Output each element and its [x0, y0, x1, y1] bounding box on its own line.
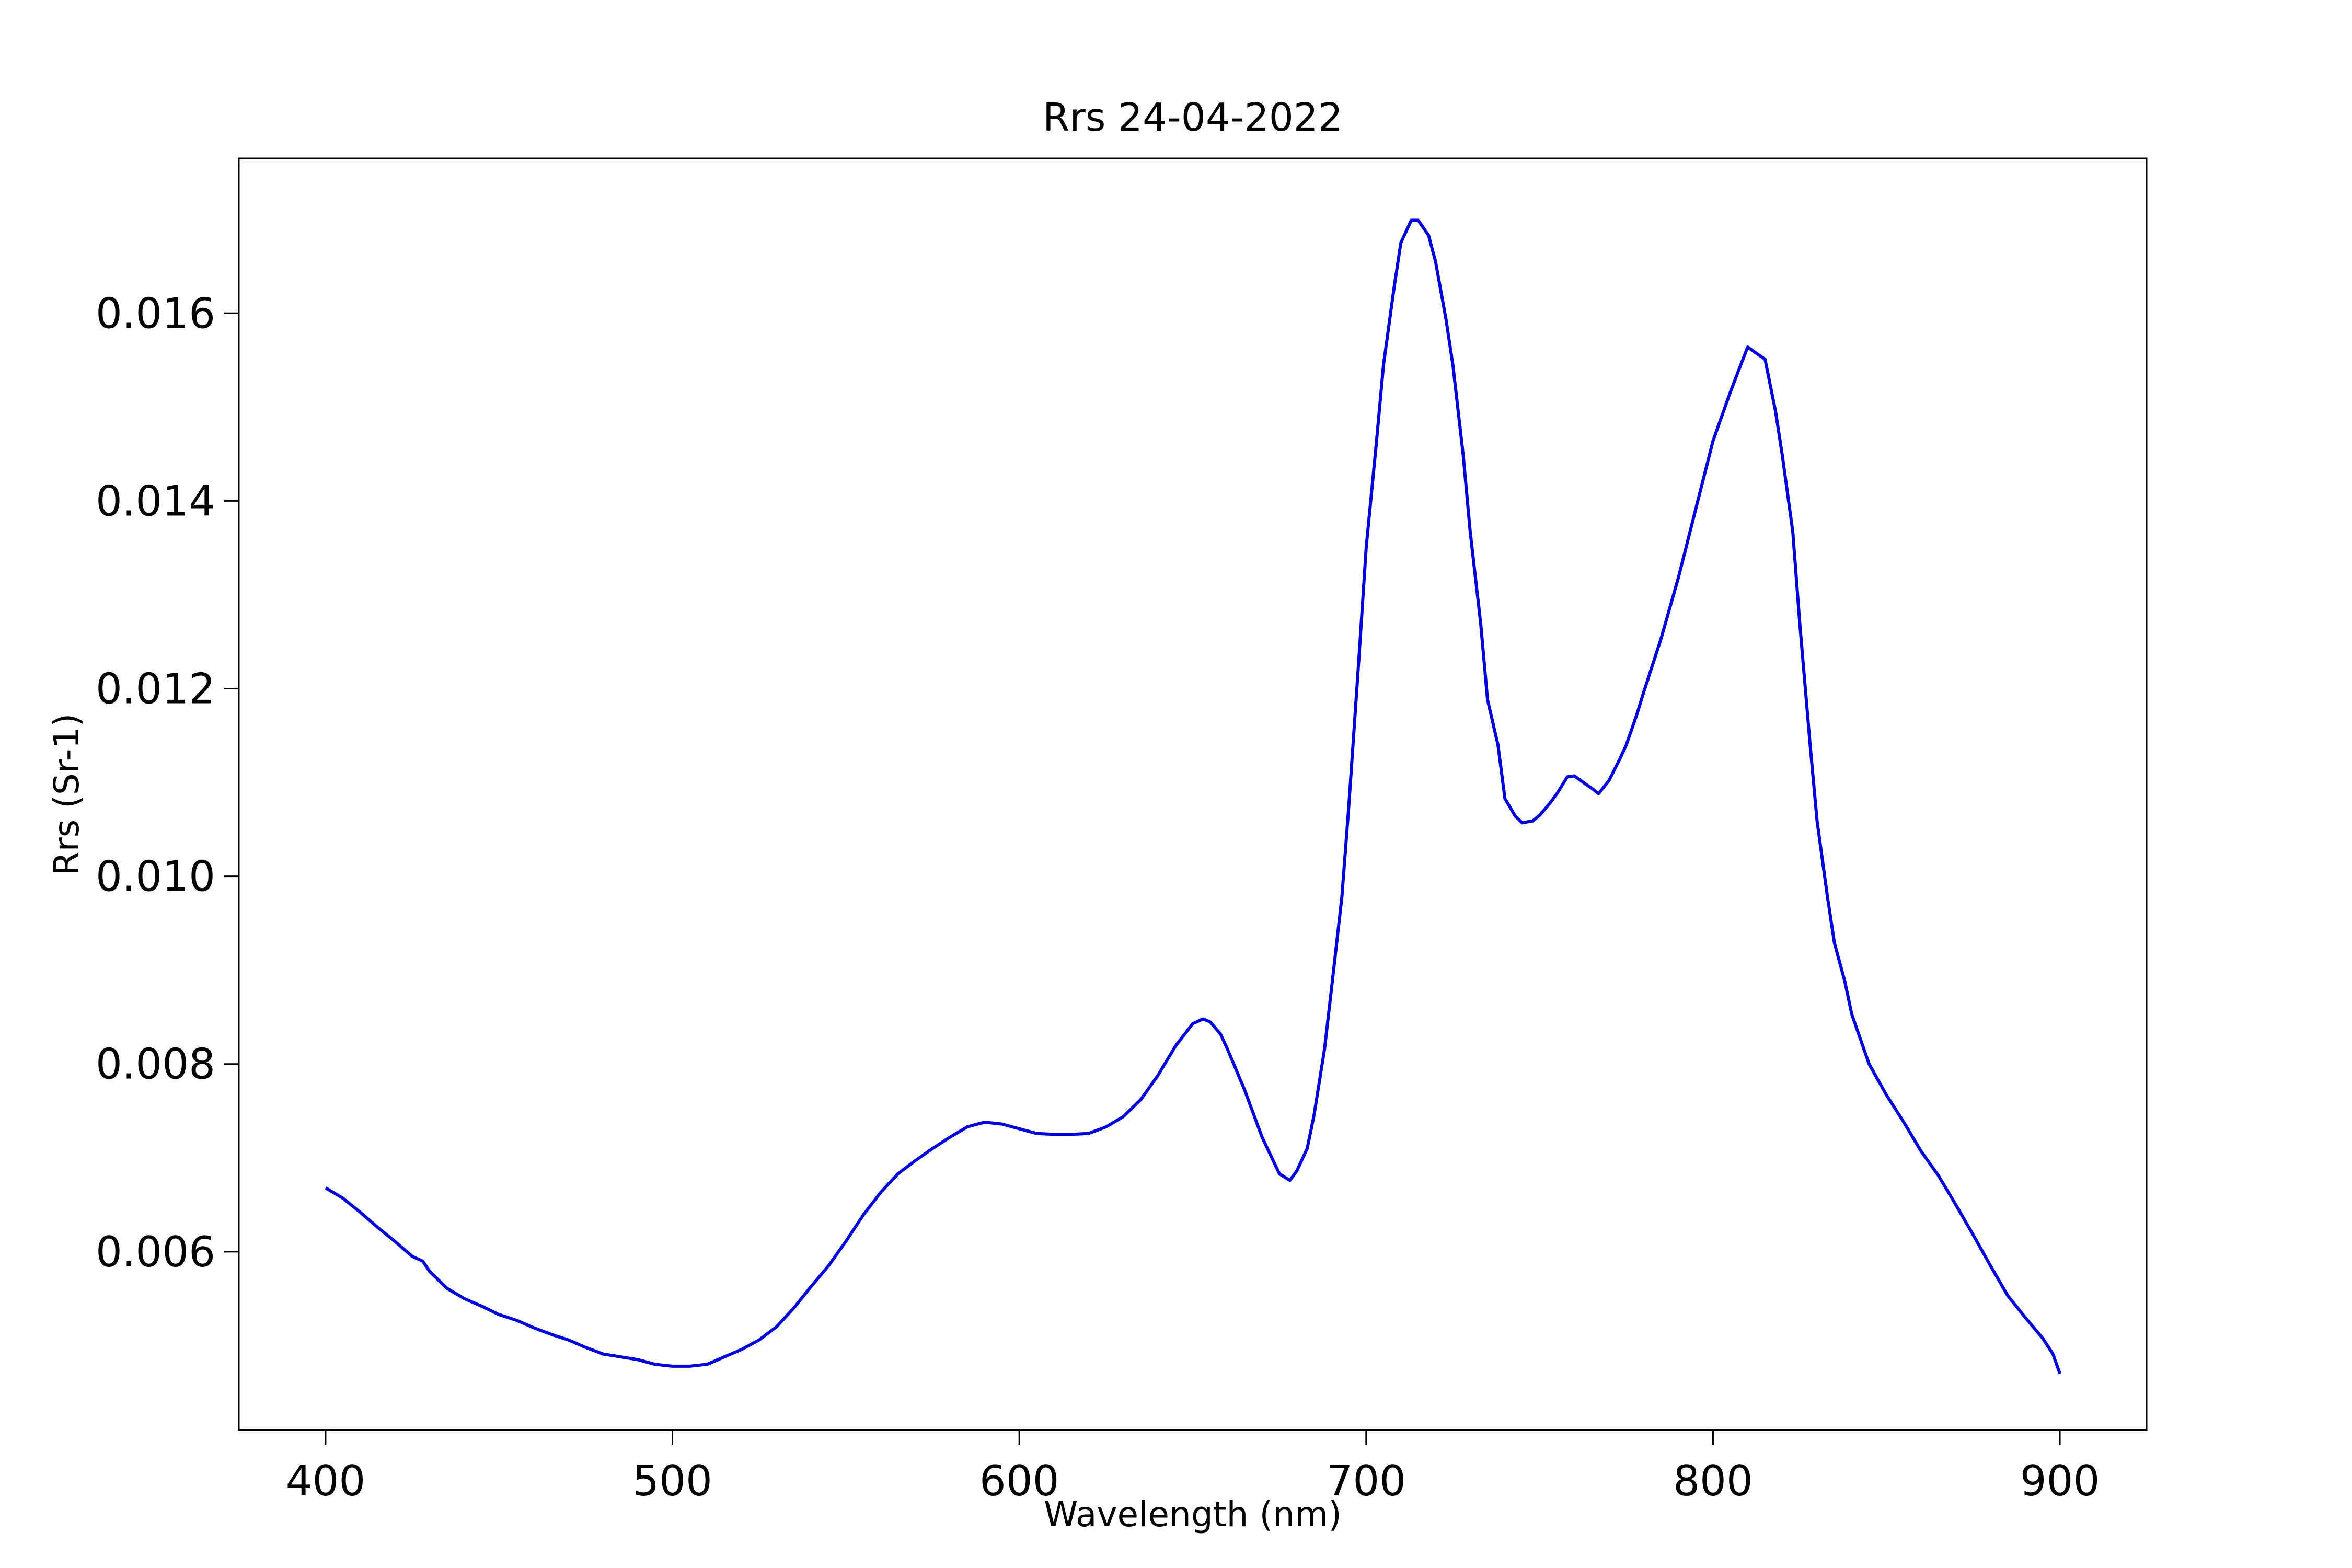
y-tick-label: 0.016: [96, 289, 215, 338]
y-tick-label: 0.010: [96, 852, 215, 901]
data-line: [325, 218, 2061, 1375]
x-tick-label: 500: [632, 1457, 712, 1505]
x-tick-label: 400: [286, 1457, 366, 1505]
x-tick-label: 900: [2020, 1457, 2100, 1505]
x-tick-label: 600: [979, 1457, 1059, 1505]
plot-frame: [238, 157, 2148, 1431]
x-tick-label: 700: [1326, 1457, 1406, 1505]
y-tick-label: 0.014: [96, 477, 215, 525]
y-tick-label: 0.006: [96, 1228, 215, 1276]
y-tick-label: 0.012: [96, 664, 215, 713]
x-axis-label: Wavelength (nm): [1044, 1494, 1342, 1535]
x-tick-label: 800: [1673, 1457, 1753, 1505]
y-axis-label: Rrs (Sr-1): [47, 713, 87, 875]
chart-title: Rrs 24-04-2022: [1043, 95, 1343, 140]
y-tick-label: 0.008: [96, 1040, 215, 1089]
